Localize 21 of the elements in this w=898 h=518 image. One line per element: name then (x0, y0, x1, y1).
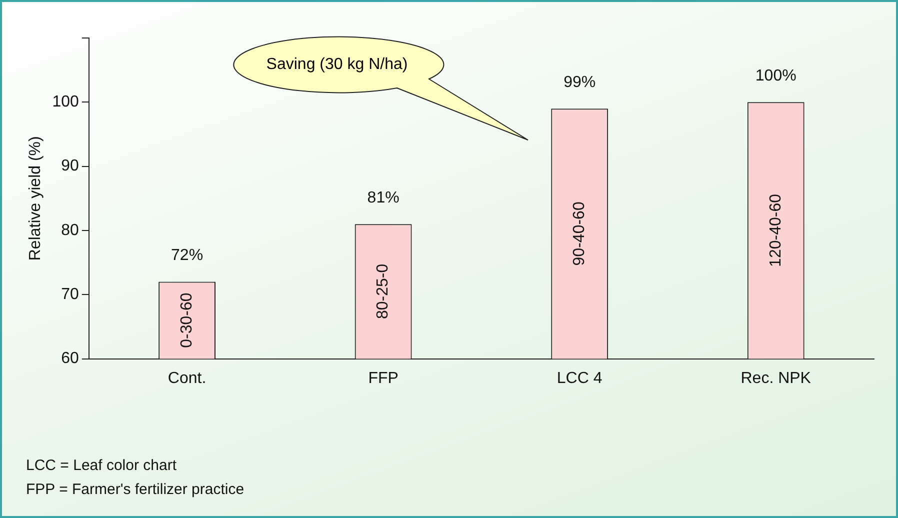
x-tick-label: Cont. (168, 370, 206, 387)
x-tick-label: Rec. NPK (740, 370, 812, 387)
data-label: 72% (171, 247, 204, 264)
y-axis-title: Relative yield (%) (27, 136, 44, 261)
x-tick-label: FFP (368, 370, 398, 387)
annotation: Saving (30 kg N/ha) (266, 56, 408, 73)
y-tick-label: 60 (61, 350, 79, 368)
annotation: 80-25-0 (374, 264, 392, 320)
annotation: 90-40-60 (570, 202, 588, 266)
text: LCC = Leaf color chart (26, 456, 178, 476)
annotation: 0-30-60 (178, 292, 196, 348)
data-label: 100% (755, 68, 796, 85)
y-tick-label: 90 (61, 158, 79, 175)
text: FPP = Farmer's fertilizer practice (26, 480, 244, 500)
y-tick-label: 80 (61, 222, 79, 239)
y-tick-label: 70 (61, 286, 79, 304)
data-label: 99% (564, 74, 596, 91)
data-label: 81% (367, 189, 400, 206)
x-tick-label: LCC 4 (556, 370, 602, 387)
y-tick-label: 100 (52, 94, 79, 111)
annotation: 120-40-60 (767, 194, 784, 267)
